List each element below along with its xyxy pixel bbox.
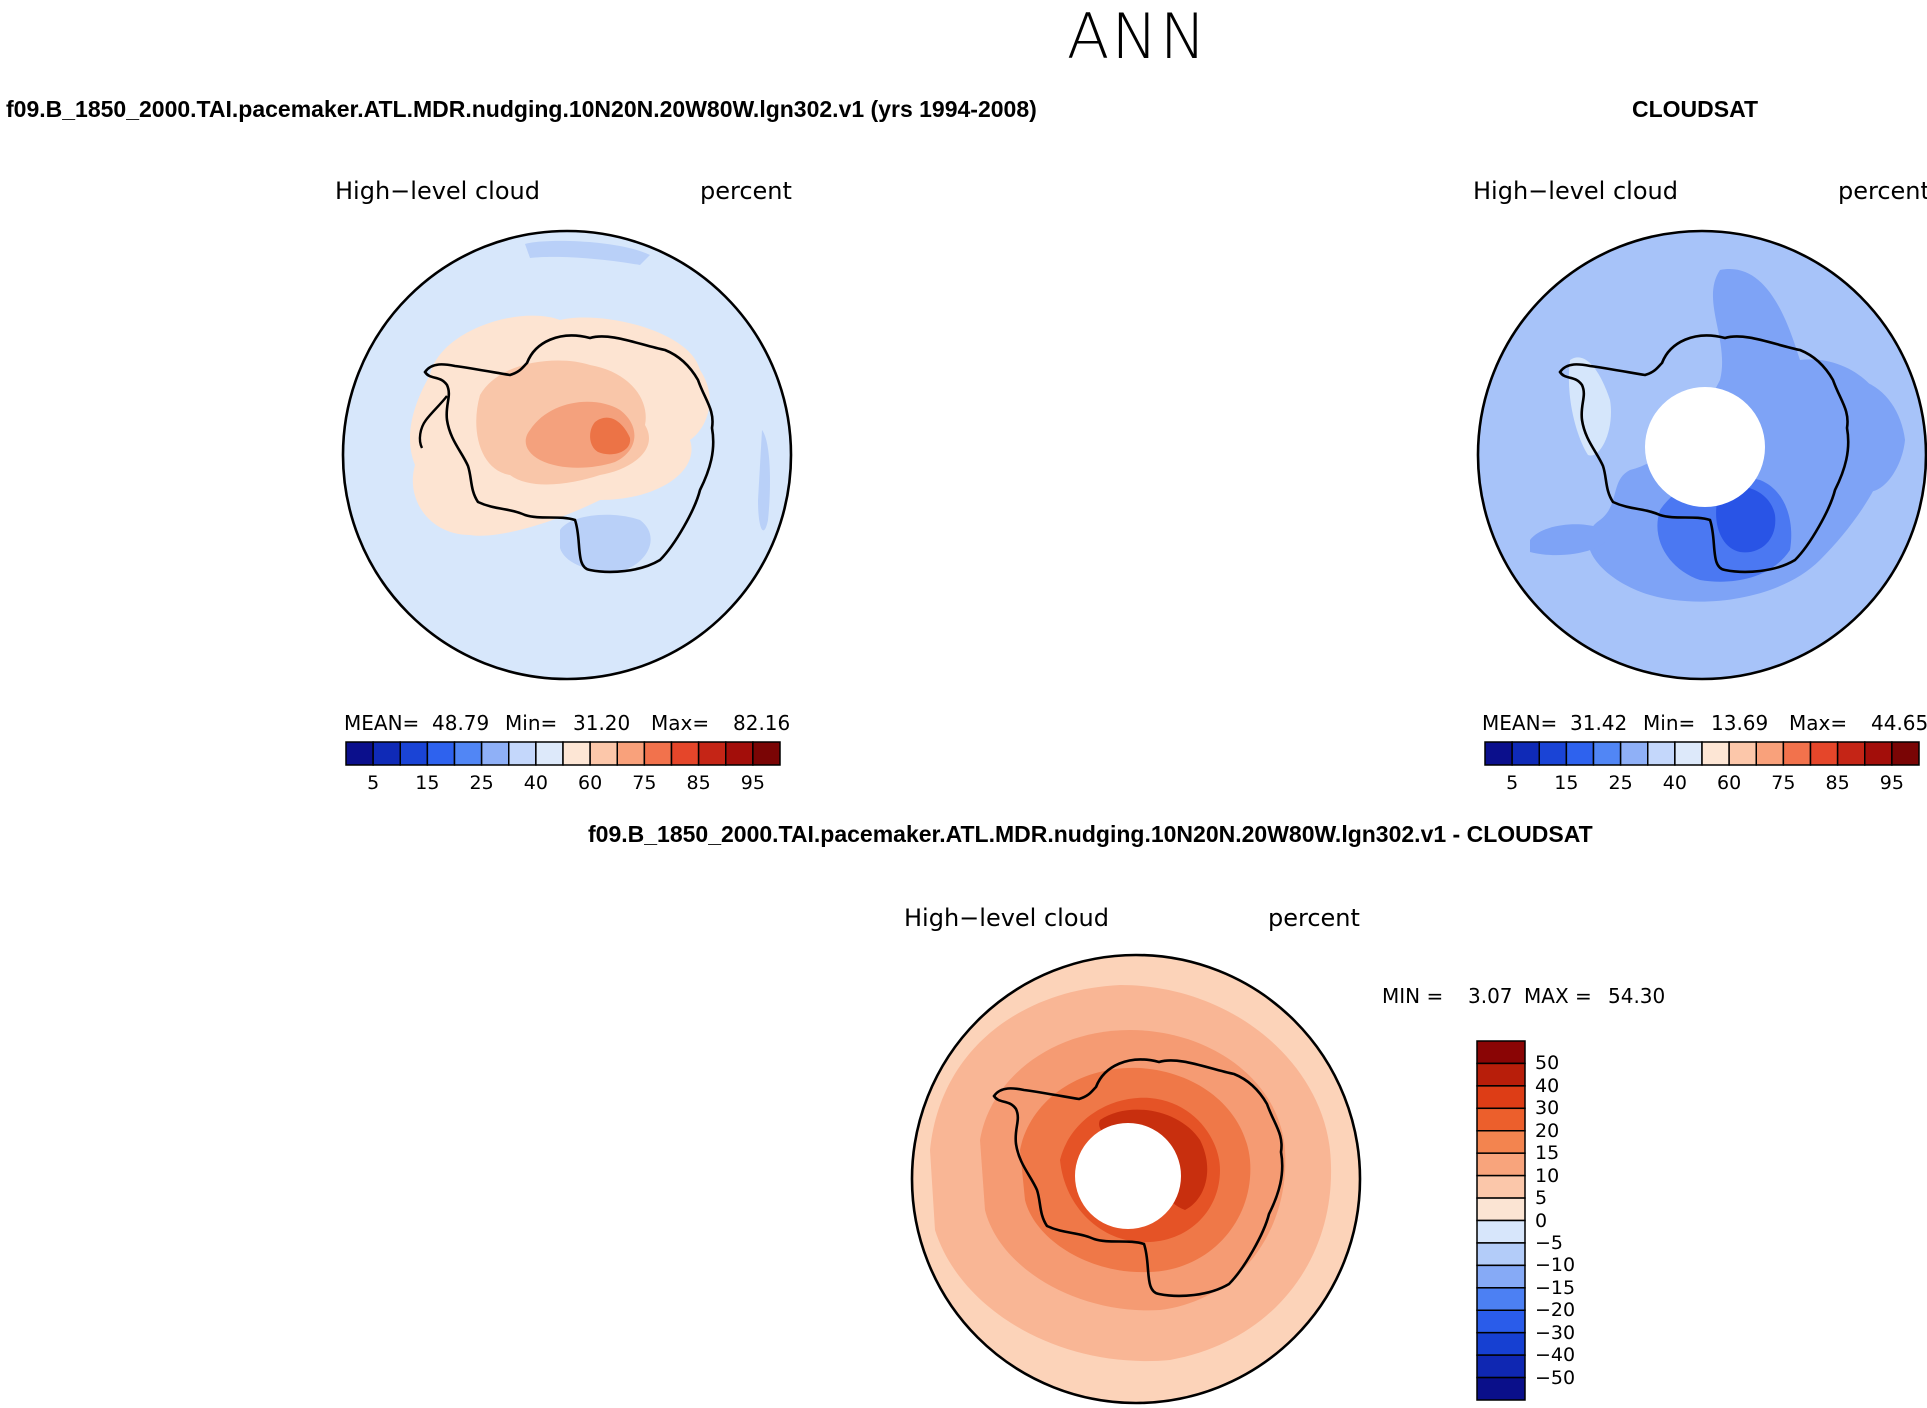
panel2-case-title: CLOUDSAT <box>1632 96 1759 122</box>
panel1-case-title: f09.B_1850_2000.TAI.pacemaker.ATL.MDR.nu… <box>6 96 1037 122</box>
panel3-colorbar-swatch <box>1476 1174 1526 1199</box>
panel3-colorbar-tick-label: 30 <box>1535 1097 1560 1120</box>
panel1-map-border <box>341 229 793 681</box>
panel3-colorbar-swatch <box>1476 1354 1526 1379</box>
panel3-colorbar-swatch <box>1476 1152 1526 1177</box>
panel3-colorbar-tick-label: 15 <box>1535 1142 1560 1165</box>
panel1-field-contour-4 <box>590 417 631 455</box>
panel2-colorbar <box>1484 741 1920 766</box>
panel1-mean-value: 48.79 <box>432 711 490 735</box>
panel1-colorbar <box>345 741 781 766</box>
panel1-variable-label: High−level cloud <box>335 177 540 205</box>
panel2-map-border <box>1476 229 1927 681</box>
panel3-colorbar-swatch <box>1476 1376 1526 1401</box>
panel3-colorbar-tick-label: 50 <box>1535 1052 1560 1075</box>
panel3-variable-label: High−level cloud <box>904 904 1109 932</box>
panel2-colorbar-tick-label: 95 <box>1879 772 1904 794</box>
panel3-missing-data-hole <box>1075 1123 1181 1229</box>
panel1-units-label: percent <box>700 177 792 205</box>
panel3-colorbar-tick-label: −30 <box>1535 1321 1576 1344</box>
panel3-colorbar-tick-label: −15 <box>1535 1276 1576 1299</box>
panel1-colorbar-tick-label: 5 <box>367 772 380 794</box>
panel1-coastline-peninsula <box>418 395 448 449</box>
panel3-colorbar-tick-label: 10 <box>1535 1164 1560 1187</box>
panel3-colorbar-tick-label: −50 <box>1535 1366 1576 1389</box>
panel2-colorbar-tick-label: 15 <box>1554 772 1579 794</box>
panel3-colorbar-swatch <box>1476 1309 1526 1334</box>
panel1-colorbar-tick-label: 15 <box>415 772 440 794</box>
panel1-coastline <box>423 334 715 574</box>
panel2-mean-label: MEAN= <box>1482 711 1558 735</box>
panel3-colorbar-tick-label: −40 <box>1535 1344 1576 1367</box>
panel3-colorbar-swatch <box>1476 1197 1526 1222</box>
main-title: ANN <box>1066 0 1209 73</box>
panel2-units-label: percent <box>1838 177 1927 205</box>
panel3-colorbar-swatch <box>1476 1242 1526 1267</box>
panel3-colorbar-swatch <box>1476 1287 1526 1311</box>
panel3-case-title: f09.B_1850_2000.TAI.pacemaker.ATL.MDR.nu… <box>588 821 1593 847</box>
panel3-min-value: 3.07 <box>1468 984 1513 1008</box>
panel1-colorbar-tick-label: 60 <box>578 772 603 794</box>
panel3-min-label: MIN = <box>1382 984 1444 1008</box>
panel3-colorbar-tick-label: 40 <box>1535 1074 1560 1097</box>
panel3-colorbar-tick-label: 5 <box>1535 1187 1548 1210</box>
panel2-mean-value: 31.42 <box>1570 711 1628 735</box>
panel1-colorbar-tick-label: 85 <box>686 772 711 794</box>
panel1-min-label: Min= <box>505 711 558 735</box>
panel2-field-contour-5 <box>1530 524 1610 556</box>
panel2-colorbar-tick-label: 40 <box>1662 772 1687 794</box>
panel2-colorbar-tick-label: 5 <box>1506 772 1519 794</box>
panel3-colorbar-swatch <box>1476 1130 1526 1154</box>
panel3-colorbar-swatch <box>1476 1085 1526 1110</box>
panel3-colorbar-swatch <box>1476 1107 1526 1132</box>
panel2-colorbar-tick-label: 85 <box>1825 772 1850 794</box>
panel1-colorbar-tick-label: 95 <box>740 772 765 794</box>
panel1-field-contour-7 <box>758 430 770 531</box>
panel3-colorbar-swatch <box>1476 1219 1526 1244</box>
panel3-colorbar <box>1476 1040 1526 1401</box>
panel3-colorbar-swatch <box>1476 1062 1526 1087</box>
panel1-field-contour-6 <box>525 240 650 265</box>
panel3-colorbar-swatch <box>1476 1264 1526 1289</box>
panel1-mean-label: MEAN= <box>344 711 420 735</box>
panel3-max-value: 54.30 <box>1608 984 1666 1008</box>
panel1-colorbar-tick-label: 40 <box>523 772 548 794</box>
panel1-colorbar-tick-label: 75 <box>632 772 657 794</box>
panel3-colorbar-tick-label: 20 <box>1535 1119 1560 1142</box>
panel3-colorbar-tick-label: −5 <box>1535 1231 1564 1254</box>
panel1-max-label: Max= <box>651 711 710 735</box>
panel2-field-contour-3 <box>1716 486 1776 553</box>
panel3-units-label: percent <box>1268 904 1360 932</box>
panel2-min-label: Min= <box>1643 711 1696 735</box>
panel2-variable-label: High−level cloud <box>1473 177 1678 205</box>
panel2-colorbar-swatch <box>1891 741 1920 766</box>
panel2-missing-data-hole <box>1645 387 1765 507</box>
panel3-colorbar-tick-label: −20 <box>1535 1299 1576 1322</box>
panel2-colorbar-tick-label: 25 <box>1608 772 1633 794</box>
panel3-colorbar-tick-label: 0 <box>1535 1209 1548 1232</box>
panel2-max-value: 44.65 <box>1871 711 1927 735</box>
panel3-max-label: MAX = <box>1524 984 1592 1008</box>
panel3-colorbar-tick-label: −10 <box>1535 1254 1576 1277</box>
panel2-colorbar-tick-label: 60 <box>1717 772 1742 794</box>
panel3-colorbar-swatch <box>1476 1040 1526 1065</box>
panel2-min-value: 13.69 <box>1711 711 1769 735</box>
panel3-colorbar-swatch <box>1476 1331 1526 1356</box>
panel1-field-contour-5 <box>560 514 651 572</box>
panel3-map-border <box>910 953 1362 1405</box>
panel3-coastline <box>992 1058 1284 1298</box>
panel1-colorbar-tick-label: 25 <box>469 772 494 794</box>
panel2-max-label: Max= <box>1789 711 1848 735</box>
panel2-colorbar-tick-label: 75 <box>1771 772 1796 794</box>
panel1-min-value: 31.20 <box>573 711 631 735</box>
panel2-field-contour-4 <box>1827 378 1905 492</box>
panel1-colorbar-swatch <box>752 741 781 766</box>
panel1-max-value: 82.16 <box>733 711 791 735</box>
panel2-coastline <box>1558 334 1850 574</box>
